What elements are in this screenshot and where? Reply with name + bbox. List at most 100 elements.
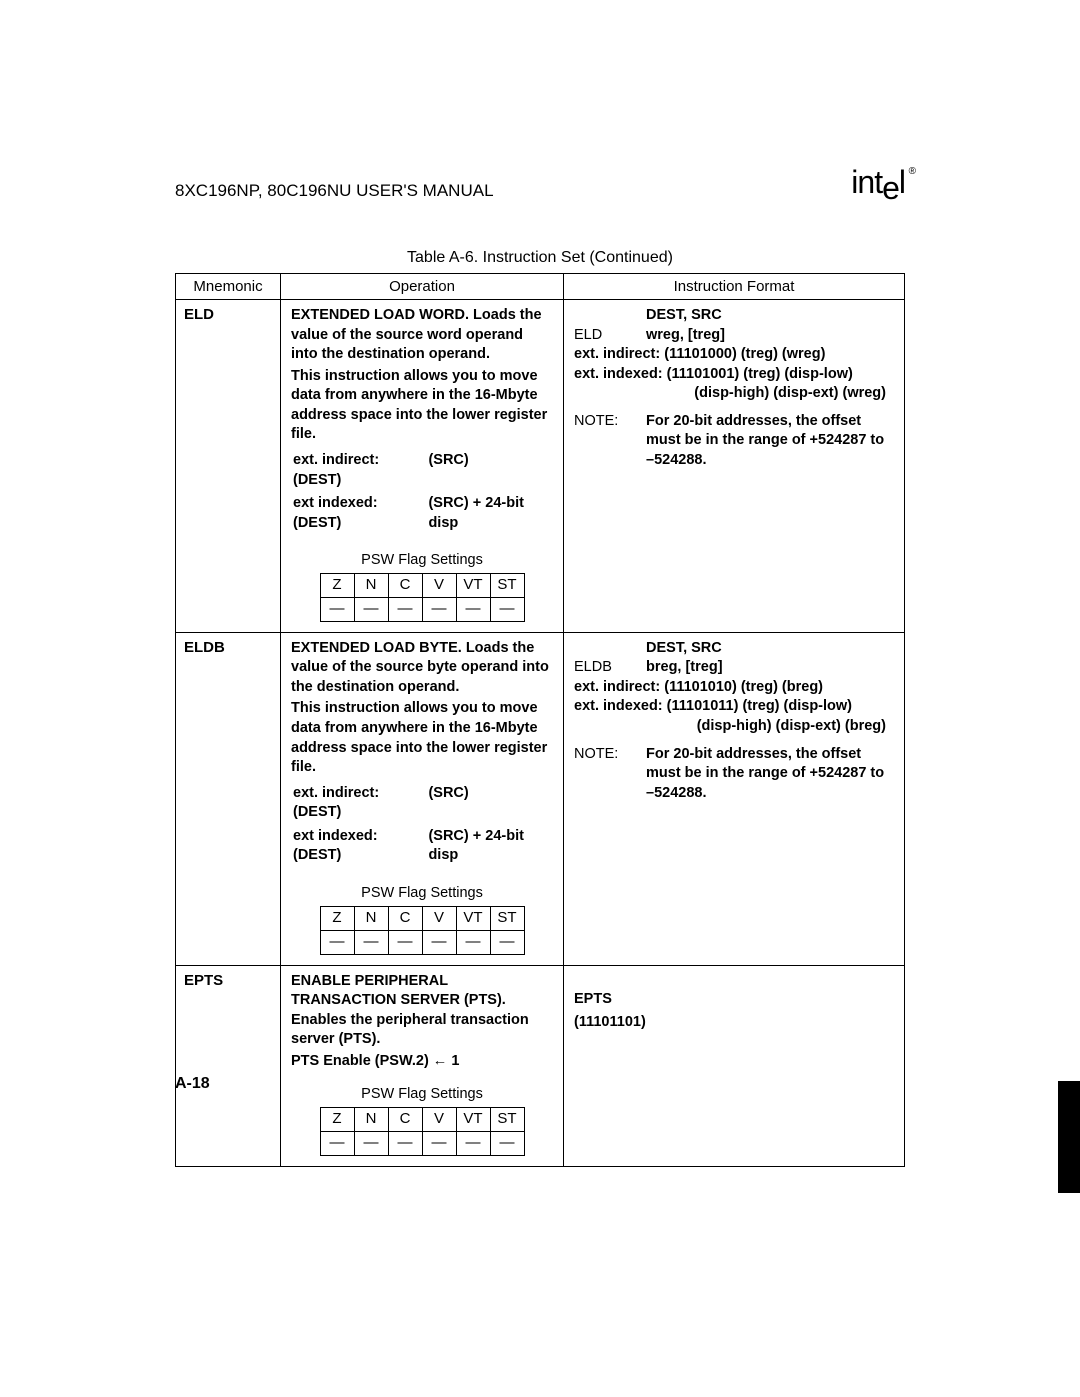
fmt-line: ext. indexed: (11101011) (treg) (disp-lo… [574,697,894,717]
intel-logo: intel® [851,164,905,201]
fmt-line: ext. indexed: (11101001) (treg) (disp-lo… [574,365,894,385]
psw-h: C [388,573,422,597]
psw-table: Z N C V VT ST — — — — — — [320,906,525,955]
psw-caption: PSW Flag Settings [291,551,553,571]
format-cell: EPTS (11101101) [564,965,905,1166]
psw-v: — [456,597,490,621]
col-mnemonic: Mnemonic [176,274,281,300]
psw-v: — [456,930,490,954]
psw-v: — [422,597,456,621]
addr-a-l: ext. indirect: (DEST) [293,784,426,825]
addr-a-r: (SRC) [428,784,551,825]
psw-table: Z N C V VT ST — — — — — — [320,1107,525,1156]
op-desc-2: This instruction allows you to move data… [291,699,553,777]
mnemonic-cell: EPTS [176,965,281,1166]
psw-v: — [354,930,388,954]
note-text: For 20-bit addresses, the offset must be… [646,412,894,471]
psw-v: — [388,597,422,621]
psw-v: — [388,930,422,954]
mnemonic-cell: ELD [176,300,281,633]
fmt-line: (11101101) [574,1013,894,1033]
psw-v: — [354,597,388,621]
psw-h: V [422,906,456,930]
op-desc-2: This instruction allows you to move data… [291,367,553,445]
fmt-dest-src: DEST, SRC [646,639,894,659]
operation-cell: EXTENDED LOAD WORD. Loads the value of t… [281,300,564,633]
psw-v: — [456,1131,490,1155]
addr-b-r: (SRC) + 24-bit disp [428,494,551,535]
operation-cell: ENABLE PERIPHERAL TRANSACTION SERVER (PT… [281,965,564,1166]
psw-v: — [490,597,524,621]
psw-v: — [490,930,524,954]
addr-b-r: (SRC) + 24-bit disp [428,827,551,868]
fmt-lead: ELD [574,326,646,346]
note-label: NOTE: [574,412,646,471]
fmt-lead: EPTS [574,990,894,1010]
fmt-line: ext. indirect: (11101000) (treg) (wreg) [574,345,894,365]
op-line-2: PTS Enable (PSW.2) ← 1 [291,1052,553,1072]
addr-b-l: ext indexed: (DEST) [293,494,426,535]
fmt-line: (disp-high) (disp-ext) (breg) [574,717,894,737]
psw-h: V [422,1107,456,1131]
logo-post: l [899,164,905,200]
psw-h: ST [490,573,524,597]
mnemonic-cell: ELDB [176,632,281,965]
psw-h: Z [320,906,354,930]
note-text: For 20-bit addresses, the offset must be… [646,745,894,804]
addr-a-r: (SRC) [428,451,551,492]
psw-v: — [388,1131,422,1155]
note-label: NOTE: [574,745,646,804]
psw-v: — [490,1131,524,1155]
psw-h: N [354,573,388,597]
psw-v: — [320,1131,354,1155]
psw-h: C [388,1107,422,1131]
psw-v: — [422,1131,456,1155]
addr-a-l: ext. indirect: (DEST) [293,451,426,492]
logo-e: e [882,170,899,206]
psw-h: VT [456,573,490,597]
psw-h: ST [490,1107,524,1131]
instruction-table: Mnemonic Operation Instruction Format EL… [175,273,905,1167]
fmt-rest: wreg, [treg] [646,326,725,346]
format-cell: DEST, SRC ELDwreg, [treg] ext. indirect:… [564,300,905,633]
psw-h: N [354,1107,388,1131]
fmt-line: (disp-high) (disp-ext) (wreg) [574,384,894,404]
fmt-lead: ELDB [574,658,646,678]
psw-h: Z [320,573,354,597]
table-header-row: Mnemonic Operation Instruction Format [176,274,905,300]
psw-h: C [388,906,422,930]
col-format: Instruction Format [564,274,905,300]
table-row: EPTS ENABLE PERIPHERAL TRANSACTION SERVE… [176,965,905,1166]
psw-h: V [422,573,456,597]
psw-h: VT [456,906,490,930]
table-row: ELDB EXTENDED LOAD BYTE. Loads the value… [176,632,905,965]
page-number: A-18 [175,1075,210,1093]
table-row: ELD EXTENDED LOAD WORD. Loads the value … [176,300,905,633]
fmt-dest-src: DEST, SRC [646,306,894,326]
psw-h: Z [320,1107,354,1131]
col-operation: Operation [281,274,564,300]
addressing-table: ext. indirect: (DEST)(SRC) ext indexed: … [291,449,553,537]
manual-title: 8XC196NP, 80C196NU USER'S MANUAL [175,181,494,201]
fmt-line: ext. indirect: (11101010) (treg) (breg) [574,678,894,698]
psw-table: Z N C V VT ST — — — — — — [320,573,525,622]
op-desc-1: EXTENDED LOAD BYTE. Loads the value of t… [291,639,553,698]
addressing-table: ext. indirect: (DEST)(SRC) ext indexed: … [291,782,553,870]
op-desc-1: ENABLE PERIPHERAL TRANSACTION SERVER (PT… [291,972,553,1050]
table-caption: Table A-6. Instruction Set (Continued) [175,249,905,267]
crop-mark [1058,1081,1080,1193]
psw-v: — [320,930,354,954]
psw-v: — [422,930,456,954]
psw-v: — [354,1131,388,1155]
addr-b-l: ext indexed: (DEST) [293,827,426,868]
op-desc-1: EXTENDED LOAD WORD. Loads the value of t… [291,306,553,365]
psw-caption: PSW Flag Settings [291,1085,553,1105]
logo-pre: int [851,164,882,200]
registered-mark: ® [909,166,915,177]
psw-h: ST [490,906,524,930]
psw-h: N [354,906,388,930]
psw-v: — [320,597,354,621]
fmt-rest: breg, [treg] [646,658,723,678]
format-cell: DEST, SRC ELDBbreg, [treg] ext. indirect… [564,632,905,965]
psw-h: VT [456,1107,490,1131]
